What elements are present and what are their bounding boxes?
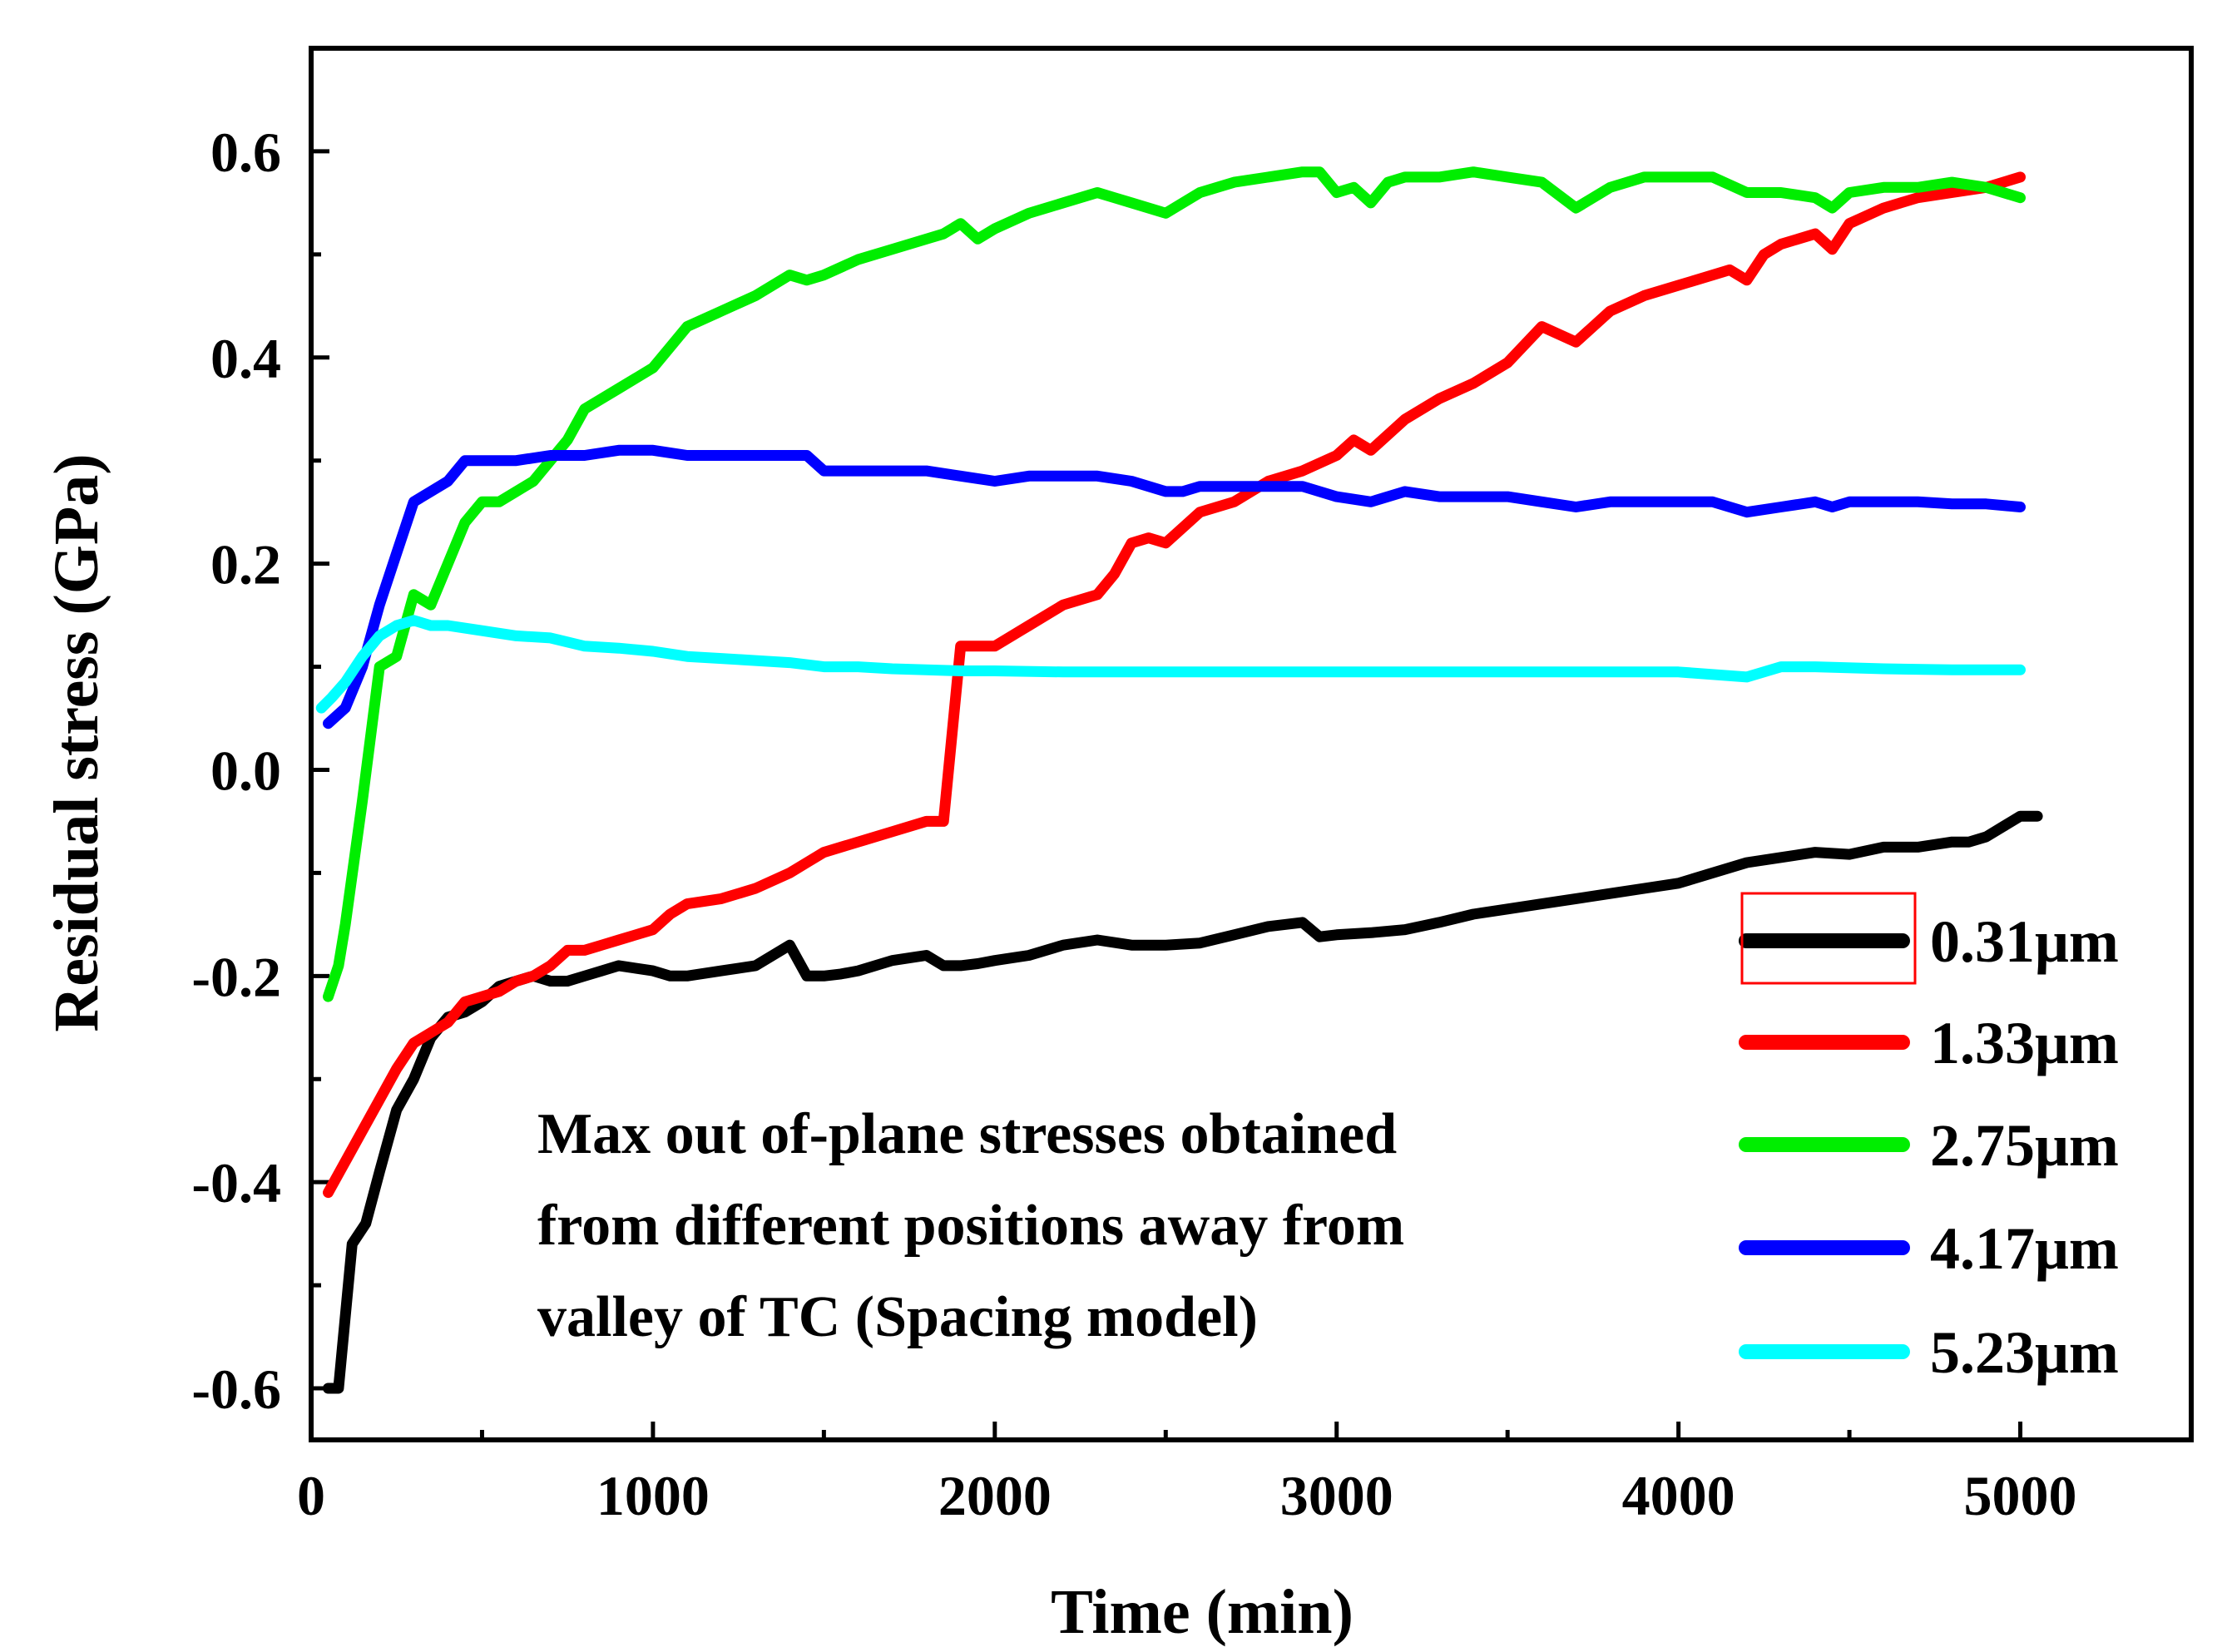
y-axis-title: Residual stress (GPa) <box>42 453 111 1031</box>
y-tick-label: 0.0 <box>210 739 281 802</box>
legend-label: 4.17μm <box>1930 1215 2119 1282</box>
y-tick-label: -0.2 <box>191 945 281 1008</box>
annotation: Max out of-plane stresses obtained from … <box>537 1102 1404 1349</box>
x-tick-label: 0 <box>297 1464 325 1527</box>
x-axis-ticks <box>309 1422 2023 1440</box>
series-lines <box>315 166 2043 1394</box>
y-tick-label: -0.6 <box>191 1358 281 1421</box>
legend-label: 1.33μm <box>1930 1010 2119 1076</box>
x-tick-label: 5000 <box>1964 1464 2077 1527</box>
legend-label: 0.31μm <box>1930 908 2119 975</box>
y-tick-label: 0.4 <box>210 327 281 390</box>
x-tick-label: 3000 <box>1280 1464 1393 1527</box>
y-tick-label: -0.4 <box>191 1151 281 1214</box>
series-line <box>315 615 2026 714</box>
legend-label: 2.75μm <box>1930 1112 2119 1179</box>
x-tick-label: 2000 <box>938 1464 1052 1527</box>
annotation-line-3: valley of TC (Spacing model) <box>537 1285 1258 1349</box>
y-tick-label: 0.2 <box>210 533 281 596</box>
y-tick-label: 0.6 <box>210 121 281 184</box>
series-line <box>323 171 2026 1199</box>
x-axis-title: Time (min) <box>1051 1577 1354 1647</box>
y-axis-ticks <box>311 149 329 1391</box>
series-line <box>323 166 2026 1002</box>
y-tick-labels: -0.6 -0.4 -0.2 0.0 0.2 0.4 0.6 <box>191 121 281 1421</box>
legend-label: 5.23μm <box>1930 1319 2119 1386</box>
plot-frame <box>309 46 2194 1442</box>
series-line <box>323 444 2026 730</box>
legend: 0.31μm 1.33μm 2.75μm 4.17μm 5.23μm <box>1739 908 2119 1386</box>
x-tick-label: 1000 <box>596 1464 710 1527</box>
x-tick-label: 4000 <box>1622 1464 1735 1527</box>
annotation-line-1: Max out of-plane stresses obtained <box>537 1102 1397 1166</box>
x-tick-labels: 0 1000 2000 3000 4000 5000 <box>297 1464 2077 1527</box>
legend-highlight-box <box>1740 892 1917 985</box>
annotation-line-2: from different positions away from <box>537 1194 1404 1258</box>
